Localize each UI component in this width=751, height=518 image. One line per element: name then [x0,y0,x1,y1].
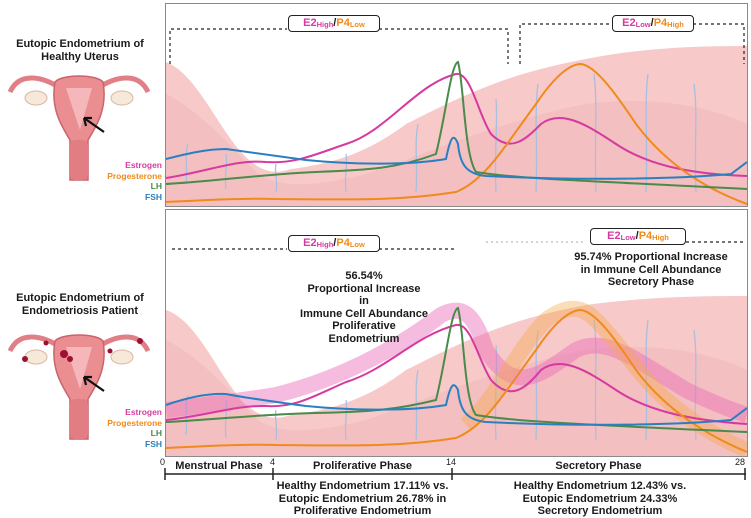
tick-28: 28 [735,457,746,467]
legend-fsh: FSH [145,438,162,449]
note-line: Proliferative [332,320,396,332]
note-line: Immune Cell Abundance [300,307,428,320]
caption-line: Secretory Endometrium [537,505,663,517]
note-line: in [359,295,369,307]
e2-label: E2 [607,230,621,242]
bottom-e2-high-p4-low-badge: E2High/P4Low [288,235,380,252]
secretory-caption: Healthy Endometrium 12.43% vs. Eutopic E… [505,480,695,518]
p4-sub: Low [349,20,365,29]
menstrual-phase-label: Menstrual Phase [175,460,263,472]
legend-lh: LH [150,181,162,191]
caption-line: Healthy Endometrium 17.11% vs. [276,480,449,492]
p4-label: P4 [653,17,668,29]
p4-label: P4 [336,17,350,29]
slash: / [333,237,337,249]
caption-line: Proliferative Endometrium [293,505,432,517]
e2-label: E2 [303,17,317,29]
legend-fsh: FSH [145,191,162,202]
note-line: Secretory Phase [607,276,695,288]
note-line: Endometrium [328,332,400,345]
e2-label: E2 [622,17,636,29]
legend-estrogen: Estrogen [125,160,162,170]
e2-label: E2 [303,237,317,249]
note-line: 95.74% Proportional Increase [574,251,728,263]
legend-progesterone: Progesterone [107,170,162,181]
note-line: Proportional Increase [307,282,421,295]
tick-14: 14 [446,457,457,467]
proliferative-caption: Healthy Endometrium 17.11% vs. Eutopic E… [270,480,455,518]
e2-sub: Low [635,20,651,29]
proliferative-immune-note: 56.54% Proportional Increase in Immune C… [264,270,464,345]
slash: / [333,17,337,29]
bottom-e2-low-p4-high-badge: E2Low/P4High [590,228,686,245]
top-legend: Estrogen Progesterone LH FSH [100,160,162,202]
caption-line: Eutopic Endometrium 26.78% in [278,492,447,505]
p4-sub: High [667,20,684,29]
p4-label: P4 [336,237,350,249]
secretory-phase-label: Secretory Phase [555,460,642,472]
top-e2-low-p4-high-badge: E2Low/P4High [612,15,694,32]
bottom-cycle-panel: E2High/P4Low E2Low/P4High 56.54% Proport… [165,209,748,457]
bottom-cycle-graphic [166,241,747,456]
legend-estrogen: Estrogen [125,407,162,417]
note-line: 56.54% [345,270,383,282]
legend-progesterone: Progesterone [107,417,162,428]
top-uterus-title: Eutopic Endometrium of Healthy Uterus [16,38,144,63]
p4-sub: High [652,233,669,242]
top-e2-high-p4-low-badge: E2High/P4Low [288,15,380,32]
caption-line: Eutopic Endometrium 24.33% [522,492,678,505]
top-cycle-graphic [166,23,747,206]
p4-label: P4 [638,230,653,242]
slash: / [635,230,639,242]
e2-sub: Low [620,233,636,242]
top-cycle-panel: E2High/P4Low E2Low/P4High [165,3,748,207]
proliferative-phase-label: Proliferative Phase [312,460,413,472]
bottom-legend: Estrogen Progesterone LH FSH [100,407,162,449]
legend-lh: LH [150,428,162,438]
secretory-immune-note: 95.74% Proportional Increase in Immune C… [561,251,741,289]
tick-0: 0 [160,457,166,467]
slash: / [650,17,654,29]
caption-line: Healthy Endometrium 12.43% vs. [513,480,687,492]
p4-sub: Low [349,240,365,249]
e2-sub: High [316,20,334,29]
bottom-uterus-title: Eutopic Endometrium of Endometriosis Pat… [16,292,144,317]
note-line: in Immune Cell Abundance [580,263,722,276]
e2-sub: High [316,240,334,249]
tick-4: 4 [270,457,276,467]
